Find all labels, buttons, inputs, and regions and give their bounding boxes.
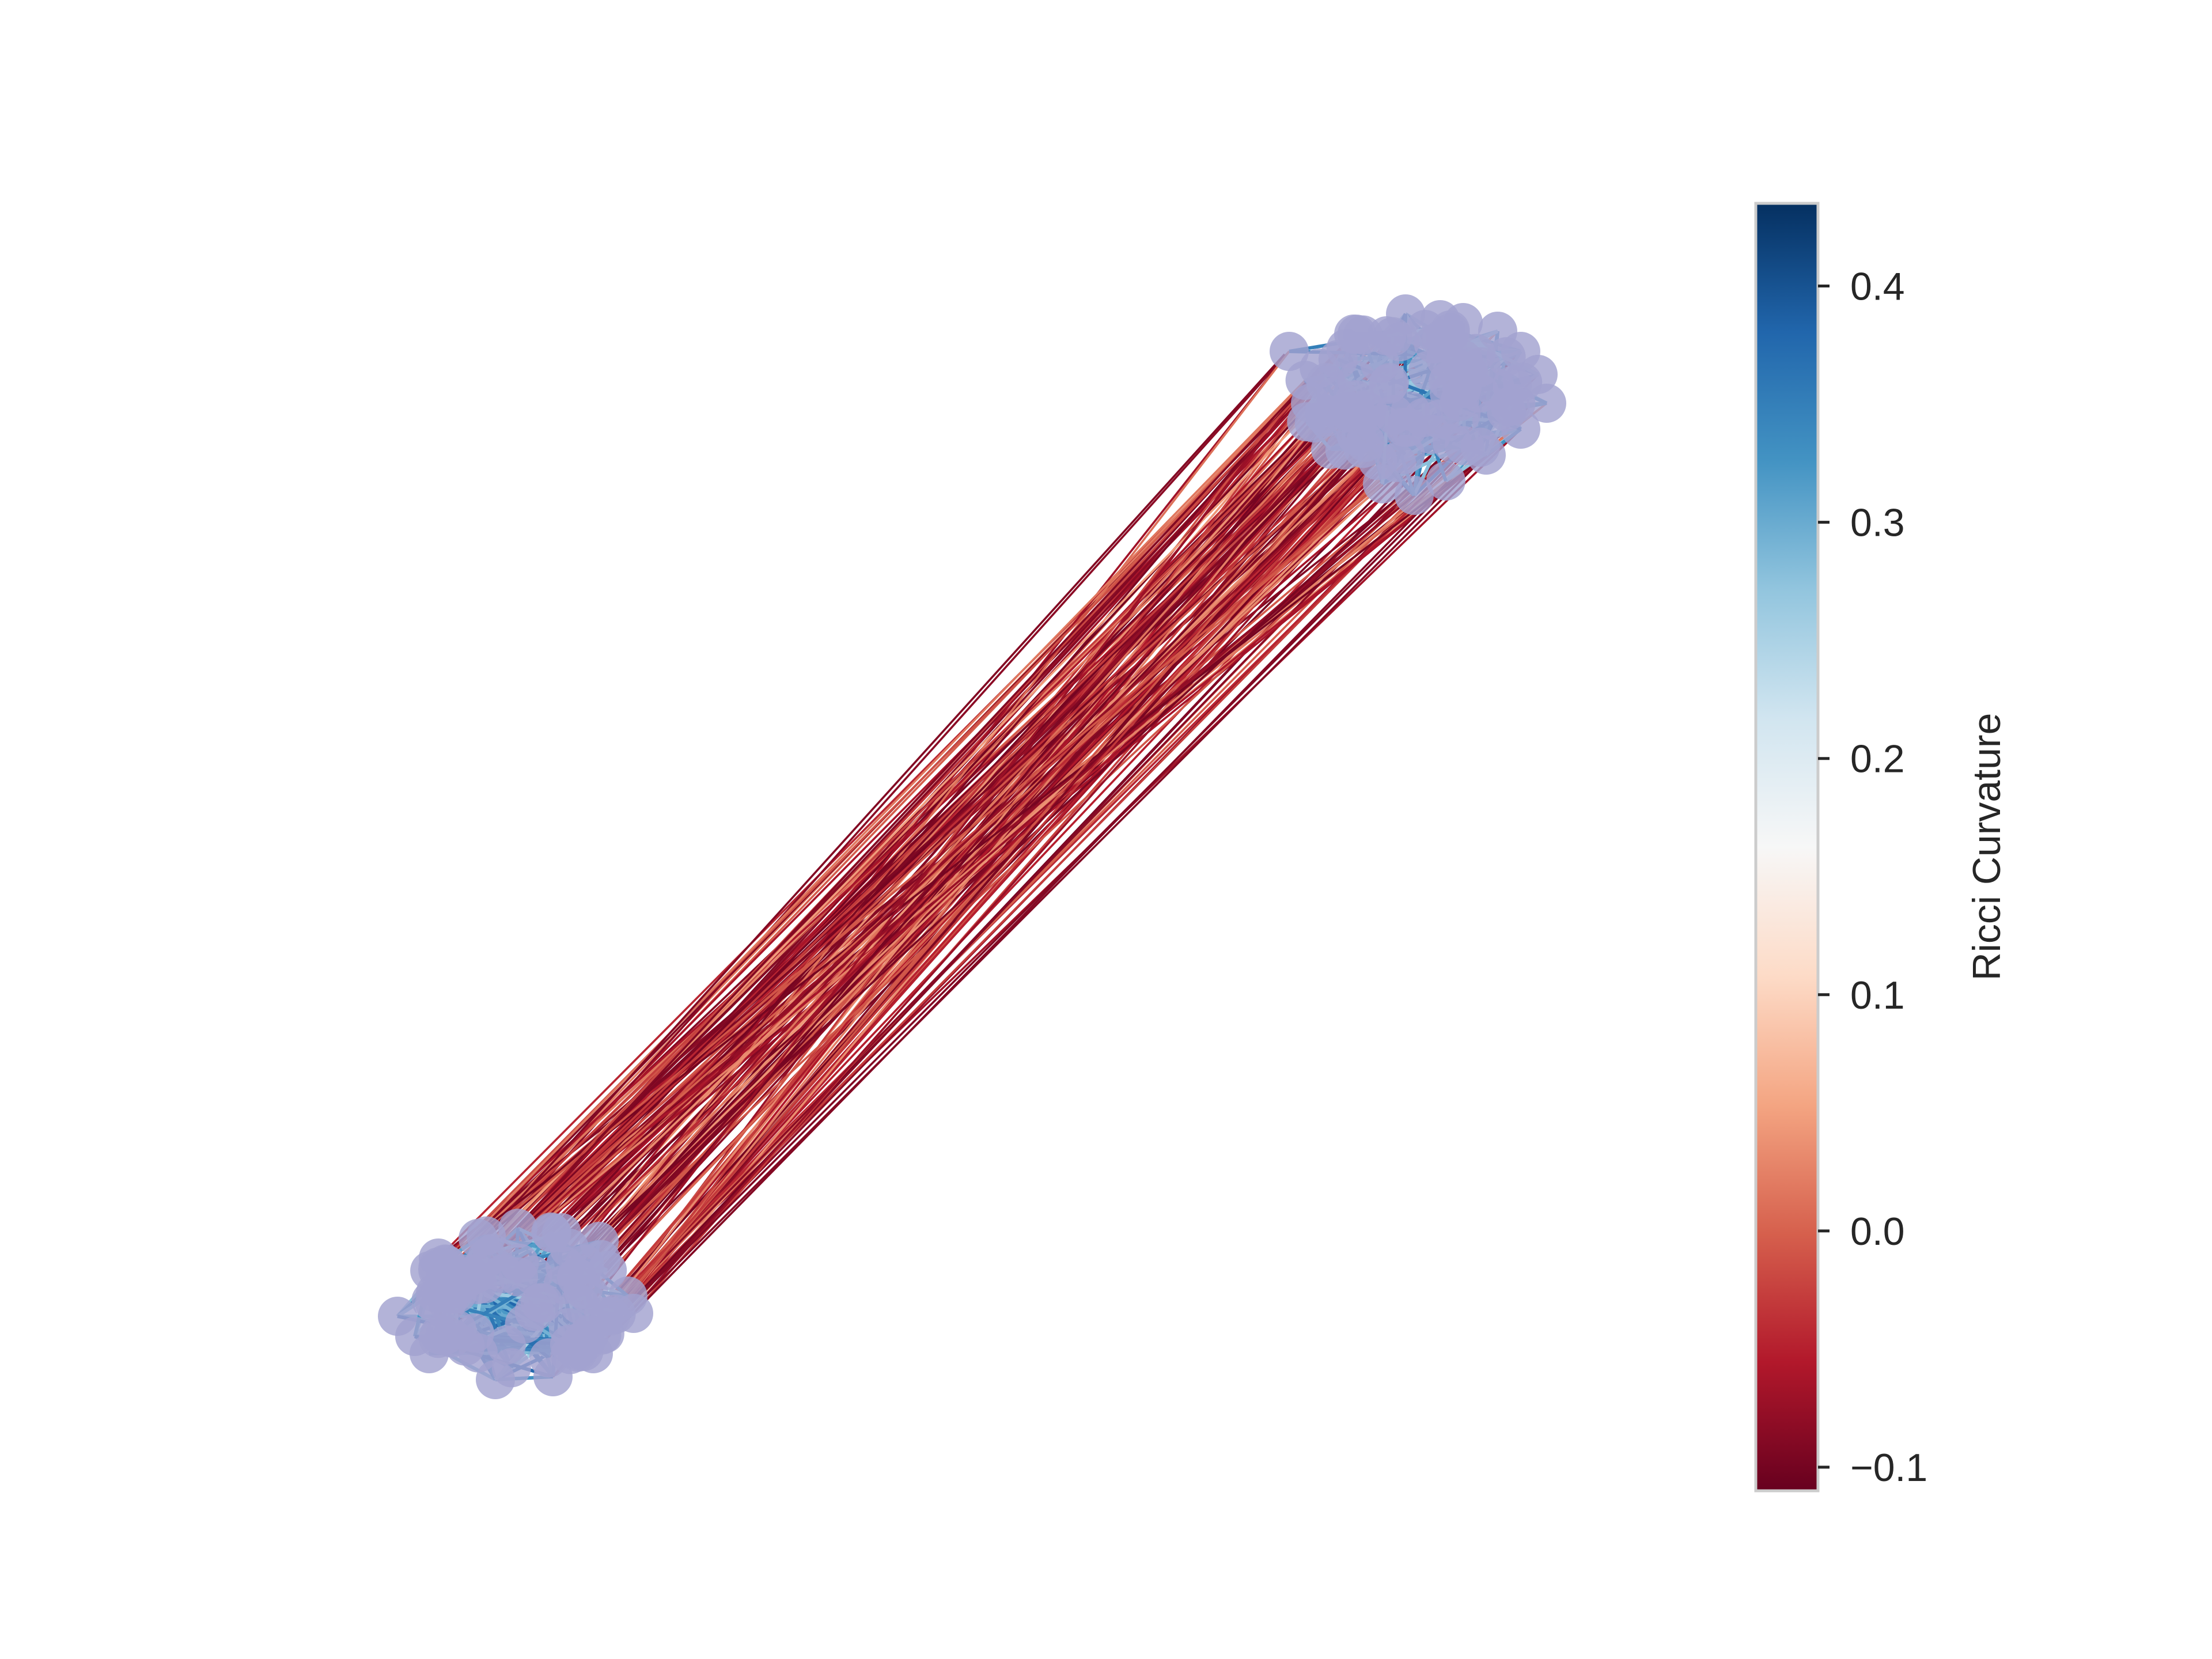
graph-nodes [378, 294, 1566, 1399]
inter-community-edge [494, 350, 1522, 1381]
inter-community-edge [437, 358, 1339, 1268]
colorbar-tick-label: 0.2 [1850, 737, 1905, 781]
colorbar-tick-label: 0.4 [1850, 265, 1905, 309]
inter-community-edge [456, 446, 1481, 1294]
inter-community-edge [483, 353, 1286, 1240]
graph-node [1370, 363, 1409, 403]
inter-community-edge [632, 353, 1477, 1315]
graph-node [1270, 332, 1309, 371]
inter-community-edge [494, 343, 1449, 1381]
graph-node [1362, 404, 1402, 444]
colorbar: 0.4 0.3 0.2 0.1 0.0 −0.1 Ricci Curvature [1754, 202, 2009, 1493]
graph-node [459, 1219, 498, 1258]
network-graph [378, 294, 1566, 1399]
inter-community-edge [615, 411, 1349, 1315]
inter-community-edge [584, 453, 1406, 1266]
colorbar-tick-label: 0.0 [1850, 1210, 1905, 1253]
graph-node [1363, 464, 1402, 503]
graph-node [1478, 312, 1517, 351]
inter-community-edge [491, 414, 1395, 1255]
colorbar-label: Ricci Curvature [1965, 713, 2009, 981]
graph-node [542, 1213, 581, 1252]
inter-community-edge [500, 368, 1320, 1245]
colorbar-tick-label: 0.3 [1850, 501, 1905, 545]
inter-community-edge [543, 399, 1357, 1304]
inter-community-edges [396, 313, 1548, 1381]
inter-community-edge [548, 367, 1320, 1359]
graph-node [445, 1326, 485, 1366]
graph-node [1420, 399, 1460, 439]
graph-node [543, 1265, 583, 1305]
inter-community-edge [434, 350, 1290, 1304]
graph-node [1291, 384, 1330, 423]
graph-node [1421, 300, 1460, 339]
inter-community-edge [456, 392, 1480, 1294]
graph-node [548, 1308, 588, 1347]
graph-node [484, 1253, 523, 1293]
inter-community-edge [644, 402, 1533, 1291]
inter-community-edge [632, 454, 1487, 1309]
graph-node [1334, 315, 1373, 354]
inter-community-edge [470, 383, 1389, 1277]
inter-community-edge [598, 441, 1366, 1243]
inter-community-edge [502, 372, 1469, 1275]
inter-community-edge [485, 362, 1381, 1237]
graph-node [1311, 430, 1350, 469]
inter-community-edge [588, 410, 1411, 1336]
graph-node [1395, 476, 1434, 515]
inter-community-edge [485, 353, 1477, 1237]
inter-community-edge [428, 411, 1508, 1355]
inter-community-edge [456, 448, 1364, 1294]
graph-node [476, 1360, 515, 1399]
colorbar-tick-label: 0.1 [1850, 974, 1905, 1017]
colorbar-ticks: 0.4 0.3 0.2 0.1 0.0 −0.1 [1818, 265, 1927, 1490]
inter-community-edge [592, 372, 1469, 1355]
graph-node [579, 1222, 619, 1261]
graph-node [1467, 435, 1506, 475]
inter-community-edge [602, 445, 1465, 1318]
graph-node [1501, 410, 1540, 449]
graph-node [498, 1209, 538, 1248]
inter-community-edge [569, 403, 1517, 1345]
graph-node [614, 1294, 653, 1333]
graph-node [418, 1251, 457, 1290]
graph-node [1443, 339, 1483, 379]
graph-node [574, 1334, 613, 1373]
colorbar-tick-label: −0.1 [1850, 1446, 1927, 1490]
graph-node [395, 1317, 434, 1356]
inter-community-edge [444, 379, 1306, 1265]
graph-node [1426, 461, 1465, 501]
graph-node [486, 1325, 526, 1365]
graph-node [533, 1357, 573, 1396]
inter-community-edge [444, 387, 1496, 1270]
inter-community-edge [621, 477, 1453, 1326]
colorbar-gradient [1754, 202, 1820, 1493]
inter-community-edge [564, 350, 1290, 1267]
graph-node [1386, 294, 1425, 334]
